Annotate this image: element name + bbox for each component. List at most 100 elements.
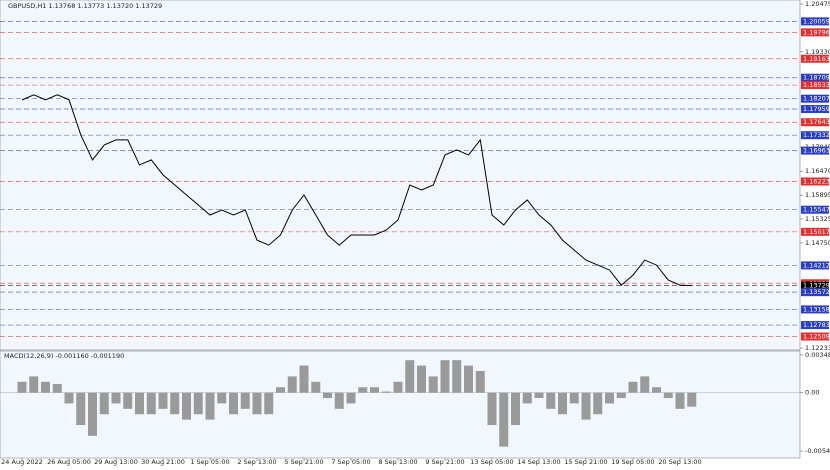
x-tick-label: 1 Sep 05:00 <box>190 458 229 466</box>
macd-bar <box>640 376 650 393</box>
level-tag <box>801 261 829 270</box>
level-tag <box>801 81 829 90</box>
macd-bar <box>29 376 39 393</box>
level-label: 1.16223 <box>803 177 830 185</box>
y-tick-label: 1.20475 <box>805 0 830 8</box>
level-label: 1.17332 <box>803 131 830 139</box>
level-label: 1.12509 <box>803 333 830 341</box>
x-tick-label: 29 Aug 13:00 <box>94 458 138 466</box>
macd-bar <box>323 392 332 399</box>
macd-bar <box>88 392 97 436</box>
level-tag <box>801 118 829 127</box>
level-label: 1.17959 <box>803 105 830 113</box>
y-tick-label: -0.0054 <box>805 447 830 455</box>
y-tick-label: 1.12233 <box>805 344 830 352</box>
macd-bar <box>217 392 227 404</box>
level-tag <box>801 17 829 26</box>
y-tick-label: 1.15325 <box>805 215 830 223</box>
level-tag <box>801 305 829 314</box>
macd-bar <box>546 392 556 409</box>
x-tick-label: 30 Aug 21:00 <box>141 458 185 466</box>
level-tag <box>801 288 829 297</box>
level-label: 1.17643 <box>803 118 830 126</box>
macd-bar <box>158 392 168 409</box>
level-label: 1.15547 <box>803 206 830 214</box>
macd-bar <box>334 392 344 409</box>
macd-bar <box>511 392 520 426</box>
macd-bar <box>499 392 509 447</box>
macd-bar <box>405 360 415 393</box>
macd-bar <box>287 376 297 393</box>
macd-bar <box>370 387 379 393</box>
macd-bar <box>440 360 450 393</box>
level-label: 1.19796 <box>803 28 830 36</box>
level-tag <box>801 73 829 82</box>
macd-bar <box>358 387 368 393</box>
x-tick-label: 19 Sep 05:00 <box>611 458 654 466</box>
macd-bar <box>182 392 191 420</box>
x-tick-label: 5 Sep 21:00 <box>284 458 323 466</box>
macd-bar <box>311 381 321 393</box>
macd-bar <box>417 365 426 393</box>
x-tick-label: 8 Sep 13:00 <box>378 458 417 466</box>
macd-bar <box>111 392 121 404</box>
macd-bar <box>123 392 133 409</box>
level-tag <box>801 28 829 37</box>
level-label: 1.15017 <box>803 228 830 236</box>
chart-title: GBPUSD,H1 1.13768 1.13773 1.13720 1.1372… <box>8 2 162 10</box>
y-tick-label: 1.19330 <box>805 48 830 56</box>
macd-bar <box>628 381 638 393</box>
macd-bar <box>581 392 591 420</box>
macd-bar <box>41 381 50 393</box>
macd-bar <box>652 387 661 393</box>
macd-bar <box>17 381 27 393</box>
level-label: 1.18207 <box>803 95 830 103</box>
macd-bar <box>487 392 497 426</box>
level-tag <box>801 321 829 330</box>
y-tick-label: 1.15895 <box>805 191 830 199</box>
macd-bar <box>381 391 391 393</box>
x-tick-label: 14 Sep 13:00 <box>517 458 560 466</box>
level-tag <box>801 177 829 186</box>
level-tag <box>801 205 829 214</box>
macd-bar <box>135 392 144 415</box>
x-tick-label: 2 Sep 13:00 <box>237 458 276 466</box>
macd-bar <box>534 392 544 399</box>
level-label: 1.14212 <box>803 261 830 269</box>
level-tag <box>801 131 829 140</box>
macd-bar <box>346 392 356 404</box>
level-tag <box>801 94 829 103</box>
x-tick-label: 15 Sep 21:00 <box>564 458 607 466</box>
macd-title: MACD(12,26,9) -0.001160 -0.001190 <box>4 352 124 360</box>
macd-bar <box>558 392 567 415</box>
main-panel <box>0 0 801 351</box>
y-tick-label: 1.16470 <box>805 167 830 175</box>
level-tag <box>801 105 829 114</box>
level-label: 1.16963 <box>803 147 830 155</box>
y-tick-label: 0.003485 <box>805 351 830 359</box>
macd-bar <box>229 392 238 415</box>
macd-bar <box>205 392 215 420</box>
price-line <box>21 94 692 287</box>
macd-bar <box>264 392 274 415</box>
macd-bar <box>99 392 109 415</box>
macd-bar <box>569 392 579 404</box>
x-tick-label: 7 Sep 05:00 <box>331 458 370 466</box>
level-label: 1.13729 <box>803 282 830 290</box>
x-tick-label: 26 Aug 05:00 <box>47 458 91 466</box>
level-label: 1.12783 <box>803 321 830 329</box>
macd-bar <box>64 392 74 404</box>
x-tick-label: 9 Sep 21:00 <box>425 458 464 466</box>
x-tick-label: 24 Aug 2022 <box>1 458 43 466</box>
macd-bar <box>675 392 685 409</box>
level-label: 1.18709 <box>803 74 830 82</box>
macd-panel <box>0 350 801 459</box>
macd-bar <box>452 360 462 393</box>
macd-bar <box>475 370 485 393</box>
macd-bar <box>687 392 697 407</box>
level-label: 1.18533 <box>803 81 830 89</box>
x-tick-label: 13 Sep 05:00 <box>470 458 513 466</box>
level-tag <box>801 146 829 155</box>
level-label: 1.19163 <box>803 55 830 63</box>
macd-bar <box>593 392 603 415</box>
